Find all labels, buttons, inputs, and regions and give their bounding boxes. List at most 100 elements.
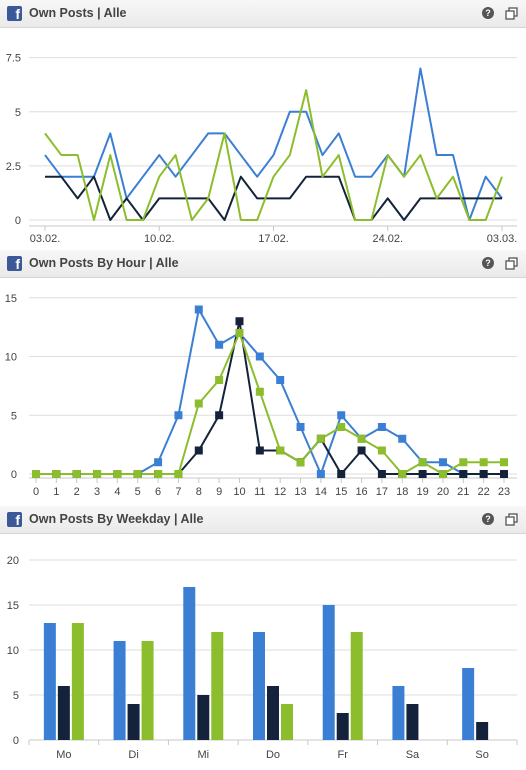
x-tick-label: 10.02. bbox=[144, 233, 175, 245]
panel-title: Own Posts By Weekday | Alle bbox=[29, 512, 204, 526]
data-point-green bbox=[194, 399, 203, 408]
x-tick-label: 16 bbox=[355, 486, 367, 498]
x-tick-label: Do bbox=[266, 749, 280, 761]
x-tick-label: 14 bbox=[315, 486, 327, 498]
data-point-green bbox=[32, 470, 40, 478]
window-restore-icon[interactable] bbox=[505, 257, 518, 270]
data-point-green bbox=[479, 458, 488, 467]
data-point-blue bbox=[377, 423, 386, 431]
data-point-green bbox=[154, 470, 163, 478]
help-icon[interactable]: ? bbox=[482, 7, 494, 19]
x-tick-label: 20 bbox=[437, 486, 449, 498]
own-posts-panel: f Own Posts | Alle ? 0 2.5 5 7.5 03.02. 10.02… bbox=[0, 0, 526, 250]
data-point-blue bbox=[276, 376, 285, 384]
data-point-blue bbox=[316, 470, 325, 478]
data-point-navy bbox=[357, 446, 366, 455]
data-point-navy bbox=[255, 446, 264, 455]
own-posts-by-hour-panel: f Own Posts By Hour | Alle ? 0 5 10 15 0 1 2 3 4… bbox=[0, 250, 526, 506]
series-line-blue bbox=[44, 67, 503, 221]
series-line-green bbox=[44, 89, 503, 221]
x-tick-label: 3 bbox=[94, 486, 100, 498]
bar-blue bbox=[183, 587, 196, 740]
data-point-green bbox=[52, 470, 61, 478]
data-point-green bbox=[255, 387, 264, 396]
y-tick-label: 5 bbox=[13, 690, 19, 702]
help-icon[interactable]: ? bbox=[482, 257, 494, 269]
bar-navy bbox=[127, 704, 140, 740]
data-point-navy bbox=[459, 470, 468, 478]
data-point-green bbox=[500, 458, 508, 467]
y-tick-label: 5 bbox=[11, 410, 17, 422]
series-line-navy bbox=[36, 320, 504, 475]
y-tick-label: 7.5 bbox=[6, 53, 21, 65]
x-tick-label: 9 bbox=[216, 486, 222, 498]
y-tick-label: 15 bbox=[5, 293, 17, 305]
data-point-navy bbox=[377, 470, 386, 478]
x-tick-label: 23 bbox=[498, 486, 510, 498]
x-tick-label: Di bbox=[128, 749, 138, 761]
y-tick-label: 5 bbox=[15, 107, 21, 119]
x-tick-label: 12 bbox=[274, 486, 286, 498]
panel-header: f Own Posts By Hour | Alle ? bbox=[0, 250, 526, 278]
facebook-icon: f bbox=[7, 6, 22, 21]
data-point-navy bbox=[215, 411, 224, 420]
y-tick-label: 2.5 bbox=[6, 161, 21, 173]
x-tick-label: 03.02. bbox=[30, 233, 61, 245]
help-icon[interactable]: ? bbox=[482, 513, 494, 525]
bar-blue bbox=[392, 686, 405, 740]
panel-title: Own Posts By Hour | Alle bbox=[29, 256, 179, 270]
data-point-blue bbox=[174, 411, 183, 420]
x-tick-label: 6 bbox=[155, 486, 161, 498]
data-point-green bbox=[316, 434, 325, 443]
y-tick-label: 10 bbox=[7, 645, 19, 657]
x-tick-label: So bbox=[475, 749, 488, 761]
y-tick-label: 15 bbox=[7, 600, 19, 612]
bar-navy bbox=[267, 686, 279, 740]
series-line-navy bbox=[45, 175, 502, 221]
data-point-blue bbox=[296, 423, 305, 431]
data-point-blue bbox=[337, 411, 346, 420]
x-tick-label: Mo bbox=[56, 749, 71, 761]
bar-green bbox=[350, 632, 363, 740]
data-point-green bbox=[276, 446, 285, 455]
x-tick-label: 03.03. bbox=[487, 233, 518, 245]
data-point-blue bbox=[255, 352, 264, 361]
y-tick-label: 0 bbox=[13, 735, 19, 747]
data-point-green bbox=[133, 470, 142, 478]
bar-green bbox=[71, 623, 84, 740]
x-tick-label: 11 bbox=[254, 486, 265, 498]
data-point-blue bbox=[398, 434, 407, 443]
series-line-green bbox=[36, 332, 504, 475]
bar-green bbox=[141, 641, 154, 740]
bar-blue bbox=[462, 668, 475, 740]
data-point-navy bbox=[194, 446, 203, 455]
x-tick-label: 15 bbox=[335, 486, 347, 498]
x-tick-label: 24.02. bbox=[372, 233, 403, 245]
data-point-blue bbox=[215, 340, 224, 349]
y-tick-label: 0 bbox=[15, 215, 21, 227]
panel-title: Own Posts | Alle bbox=[29, 6, 127, 20]
x-tick-label: 19 bbox=[416, 486, 428, 498]
bar-blue bbox=[43, 623, 56, 740]
bar-blue bbox=[253, 632, 265, 740]
own-posts-by-weekday-panel: f Own Posts By Weekday | Alle ? 0 5 10 15 20… bbox=[0, 506, 526, 770]
x-tick-label: 17 bbox=[376, 486, 388, 498]
own-posts-by-weekday-chart: 0 5 10 15 20 Mo Di Mi Do Fr Sa So bbox=[7, 555, 518, 761]
data-point-navy bbox=[235, 317, 244, 326]
data-point-green bbox=[93, 470, 102, 478]
data-point-green bbox=[438, 470, 447, 478]
bar-green bbox=[281, 704, 293, 740]
x-tick-label: 5 bbox=[135, 486, 141, 498]
data-point-green bbox=[418, 458, 427, 467]
window-restore-icon[interactable] bbox=[505, 7, 518, 20]
data-point-navy bbox=[479, 470, 488, 478]
x-tick-label: Sa bbox=[406, 749, 420, 761]
data-point-green bbox=[357, 434, 366, 443]
bar-green bbox=[211, 632, 224, 740]
x-tick-label: 8 bbox=[196, 486, 202, 498]
bar-blue bbox=[322, 605, 335, 740]
window-restore-icon[interactable] bbox=[505, 513, 518, 526]
data-point-navy bbox=[418, 470, 427, 478]
y-tick-label: 10 bbox=[5, 352, 17, 364]
